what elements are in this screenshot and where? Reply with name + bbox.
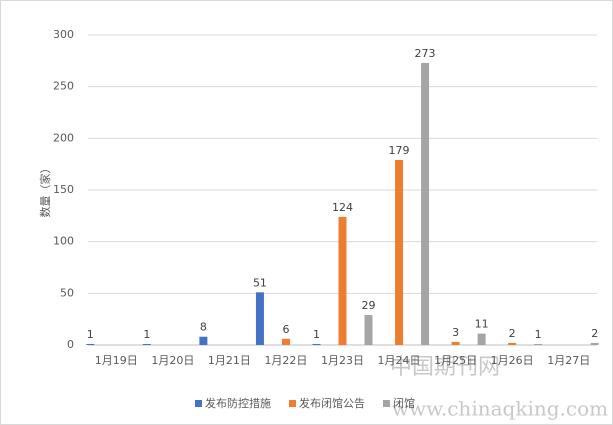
data-label: 29 xyxy=(362,299,376,312)
x-tick-label: 1月25日 xyxy=(434,354,477,367)
y-tick-label: 50 xyxy=(60,286,74,299)
bar xyxy=(281,338,290,345)
x-tick-label: 1月24日 xyxy=(378,354,421,367)
bar xyxy=(338,216,347,345)
x-tick-label: 1月27日 xyxy=(547,354,590,367)
data-label: 1 xyxy=(87,328,94,341)
data-label: 3 xyxy=(452,326,459,339)
y-tick-label: 0 xyxy=(67,338,74,351)
bar xyxy=(312,343,321,345)
x-tick-label: 1月21日 xyxy=(208,354,251,367)
data-label: 11 xyxy=(475,318,489,331)
x-tick-label: 1月26日 xyxy=(491,354,534,367)
data-label: 1 xyxy=(535,328,542,341)
bar xyxy=(255,292,264,345)
data-label: 1 xyxy=(313,328,320,341)
bar xyxy=(142,343,151,345)
watermark: www.chinaqking.com xyxy=(392,397,608,421)
legend-swatch xyxy=(195,400,202,407)
bar xyxy=(534,343,543,345)
data-label: 179 xyxy=(389,144,410,157)
x-tick-label: 1月20日 xyxy=(151,354,194,367)
bar xyxy=(199,336,208,345)
bar xyxy=(477,333,486,345)
data-label: 51 xyxy=(253,276,267,289)
legend-label: 闭馆 xyxy=(393,396,415,410)
y-tick-label: 300 xyxy=(53,28,74,41)
bar xyxy=(451,341,460,345)
data-label: 6 xyxy=(282,323,289,336)
legend-label: 发布闭馆公告 xyxy=(299,396,365,410)
data-label: 8 xyxy=(200,321,207,334)
data-label: 124 xyxy=(332,201,353,214)
data-label: 273 xyxy=(415,47,436,60)
legend-swatch xyxy=(383,400,390,407)
y-tick-label: 250 xyxy=(53,80,74,93)
bar xyxy=(590,342,599,345)
data-label: 1 xyxy=(143,328,150,341)
legend-swatch xyxy=(289,400,296,407)
y-axis-label: 数量（家） xyxy=(38,163,52,218)
x-tick-label: 1月23日 xyxy=(321,354,364,367)
y-tick-label: 200 xyxy=(53,131,74,144)
x-tick-label: 1月19日 xyxy=(95,354,138,367)
bar xyxy=(508,342,517,345)
bar xyxy=(364,315,373,345)
bar xyxy=(421,62,430,346)
data-label: 2 xyxy=(591,327,598,340)
legend-label: 发布防控措施 xyxy=(205,396,271,410)
y-tick-label: 100 xyxy=(53,235,74,248)
bar xyxy=(395,160,404,345)
bar xyxy=(86,343,95,345)
watermark: 中国期刊网 xyxy=(390,355,500,380)
x-tick-label: 1月22日 xyxy=(264,354,307,367)
y-tick-label: 150 xyxy=(53,183,74,196)
data-label: 2 xyxy=(509,327,516,340)
